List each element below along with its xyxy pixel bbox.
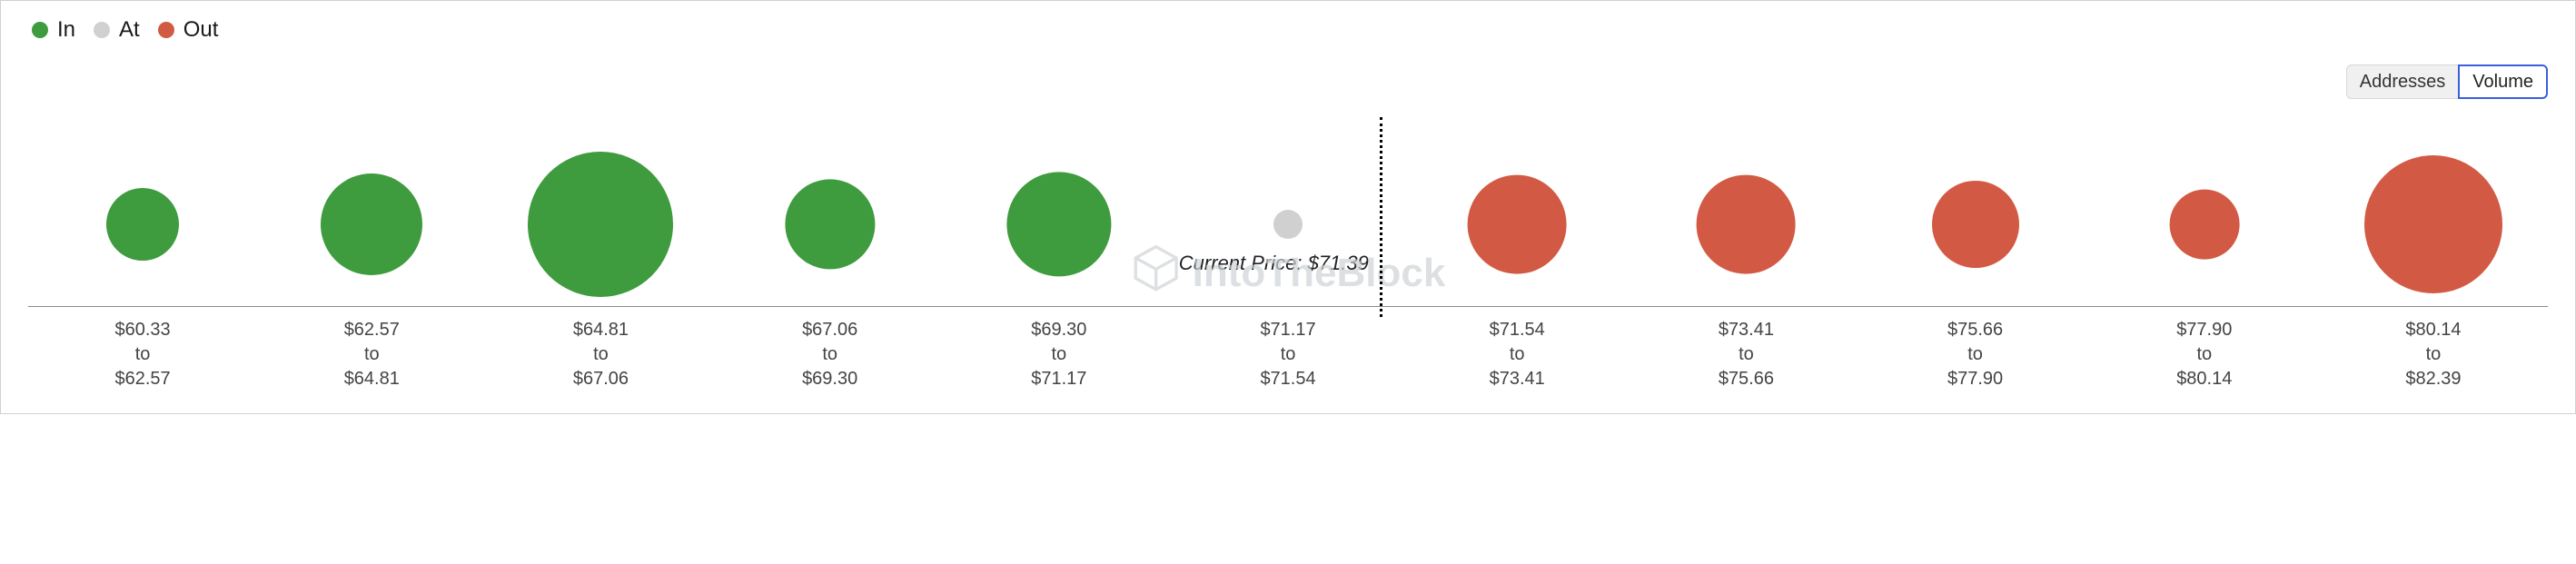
- x-label-to: $77.90: [1861, 367, 2090, 391]
- legend-swatch: [94, 22, 110, 38]
- toggle-addresses[interactable]: Addresses: [2346, 64, 2460, 99]
- legend-item-in[interactable]: In: [32, 17, 75, 43]
- bubble-cell: [945, 143, 1174, 306]
- x-label: $71.17to$71.54: [1174, 318, 1402, 391]
- x-label: $77.90to$80.14: [2090, 318, 2319, 391]
- legend-label: Out: [183, 17, 219, 43]
- toggle-volume[interactable]: Volume: [2458, 64, 2548, 99]
- bubble-cell: [1174, 143, 1402, 306]
- legend-label: At: [119, 17, 140, 43]
- bubble-cell: [716, 143, 945, 306]
- bubble-out[interactable]: [1697, 175, 1796, 274]
- x-label-joiner: to: [2090, 342, 2319, 367]
- iotb-chart: In At Out AddressesVolume Current Price: $…: [0, 0, 2576, 414]
- legend: In At Out: [32, 17, 2548, 43]
- current-price-line: [1380, 117, 1382, 317]
- bubble-in[interactable]: [785, 179, 875, 269]
- x-label-from: $75.66: [1861, 318, 2090, 342]
- bubble-cell: [486, 143, 715, 306]
- x-label-from: $71.17: [1174, 318, 1402, 342]
- bubble-out[interactable]: [2169, 190, 2239, 260]
- x-label-from: $60.33: [28, 318, 257, 342]
- x-label-joiner: to: [1861, 342, 2090, 367]
- view-toggle: AddressesVolume: [2346, 64, 2548, 99]
- x-label-joiner: to: [1402, 342, 1631, 367]
- x-label-joiner: to: [486, 342, 715, 367]
- x-label-to: $75.66: [1631, 367, 1860, 391]
- x-label: $80.14to$82.39: [2319, 318, 2548, 391]
- x-label-from: $71.54: [1402, 318, 1631, 342]
- x-label-joiner: to: [945, 342, 1174, 367]
- legend-label: In: [57, 17, 75, 43]
- x-label: $60.33to$62.57: [28, 318, 257, 391]
- bubble-cell: [28, 143, 257, 306]
- bubble-cell: [1402, 143, 1631, 306]
- x-label: $73.41to$75.66: [1631, 318, 1860, 391]
- bubble-in[interactable]: [321, 173, 422, 275]
- legend-swatch: [158, 22, 174, 38]
- bubble-cell: [257, 143, 486, 306]
- bubble-out[interactable]: [1468, 175, 1567, 274]
- x-label-from: $62.57: [257, 318, 486, 342]
- legend-swatch: [32, 22, 48, 38]
- x-label-joiner: to: [1631, 342, 1860, 367]
- x-label-to: $67.06: [486, 367, 715, 391]
- legend-item-out[interactable]: Out: [158, 17, 219, 43]
- x-label-to: $73.41: [1402, 367, 1631, 391]
- x-label-from: $73.41: [1631, 318, 1860, 342]
- x-label-from: $69.30: [945, 318, 1174, 342]
- bubble-row: [28, 143, 2548, 306]
- bubble-at[interactable]: [1273, 210, 1303, 239]
- x-label-joiner: to: [28, 342, 257, 367]
- x-axis-line: [28, 306, 2548, 307]
- x-axis-labels: $60.33to$62.57$62.57to$64.81$64.81to$67.…: [28, 318, 2548, 391]
- x-label-to: $62.57: [28, 367, 257, 391]
- x-label-to: $64.81: [257, 367, 486, 391]
- x-label-from: $80.14: [2319, 318, 2548, 342]
- x-label-to: $80.14: [2090, 367, 2319, 391]
- bubble-in[interactable]: [106, 188, 179, 261]
- x-label: $64.81to$67.06: [486, 318, 715, 391]
- bubble-out[interactable]: [2364, 155, 2502, 293]
- x-label: $71.54to$73.41: [1402, 318, 1631, 391]
- x-label-joiner: to: [1174, 342, 1402, 367]
- x-label-joiner: to: [257, 342, 486, 367]
- bubble-cell: [2090, 143, 2319, 306]
- x-label-joiner: to: [2319, 342, 2548, 367]
- bubble-in[interactable]: [528, 152, 673, 297]
- x-label-to: $69.30: [716, 367, 945, 391]
- x-label-from: $64.81: [486, 318, 715, 342]
- x-label-joiner: to: [716, 342, 945, 367]
- bubble-out[interactable]: [1932, 181, 2019, 268]
- bubble-cell: [1631, 143, 1860, 306]
- x-label: $69.30to$71.17: [945, 318, 1174, 391]
- bubble-in[interactable]: [1006, 172, 1111, 276]
- bubble-cell: [2319, 143, 2548, 306]
- x-label: $62.57to$64.81: [257, 318, 486, 391]
- x-label-from: $77.90: [2090, 318, 2319, 342]
- bubble-cell: [1861, 143, 2090, 306]
- x-label-to: $71.54: [1174, 367, 1402, 391]
- legend-item-at[interactable]: At: [94, 17, 140, 43]
- x-label-from: $67.06: [716, 318, 945, 342]
- plot-area: Current Price: $71.39 IntoTheBlock $60.3…: [28, 143, 2548, 391]
- x-label: $67.06to$69.30: [716, 318, 945, 391]
- x-label-to: $71.17: [945, 367, 1174, 391]
- x-label-to: $82.39: [2319, 367, 2548, 391]
- x-label: $75.66to$77.90: [1861, 318, 2090, 391]
